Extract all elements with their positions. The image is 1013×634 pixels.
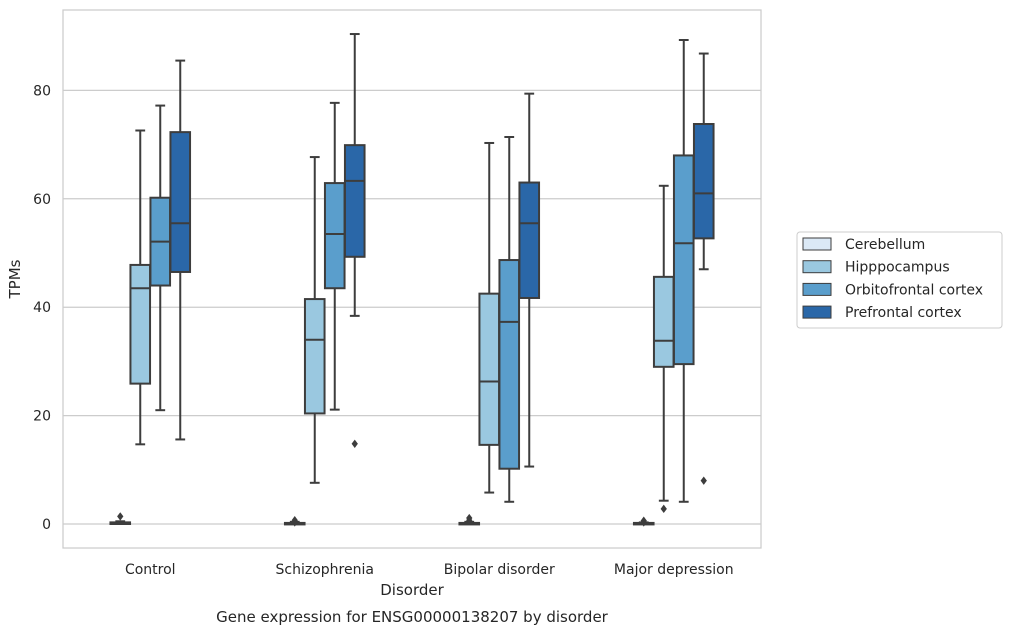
legend-frame <box>796 231 1003 329</box>
iqr-box <box>129 263 152 385</box>
legend-label: Prefrontal cortex <box>845 305 962 321</box>
legend-swatch <box>802 237 832 251</box>
box-prefrontal-cortex <box>692 52 715 485</box>
y-tick-label: 40 <box>33 300 51 316</box>
box-orbitofrontal-cortex <box>149 104 172 412</box>
iqr-box <box>343 144 366 258</box>
legend-swatch <box>802 260 832 274</box>
legend-label: Orbitofrontal cortex <box>845 282 983 298</box>
box-prefrontal-cortex <box>343 33 366 448</box>
outlier-point <box>291 518 298 527</box>
outlier-point <box>700 476 707 485</box>
box-orbitofrontal-cortex <box>498 136 521 503</box>
x-tick-labels: Control Schizophrenia Bipolar disorder Majo… <box>125 562 734 578</box>
legend-label: Hipppocampus <box>845 260 950 276</box>
y-axis-label: TPMs <box>6 259 24 299</box>
outlier-point <box>660 504 667 514</box>
x-tick-label: Control <box>125 562 176 578</box>
box-orbitofrontal-cortex <box>672 38 695 503</box>
box-prefrontal-cortex <box>169 59 192 441</box>
y-tick-label: 60 <box>33 192 51 208</box>
y-tick-label: 0 <box>42 517 51 533</box>
iqr-box <box>652 275 675 368</box>
iqr-box <box>518 181 541 299</box>
legend-label: Cerebellum <box>845 237 925 253</box>
y-tick-label: 20 <box>33 409 51 425</box>
x-tick-label: Major depression <box>614 562 734 578</box>
box-hipppocampus <box>478 141 501 494</box>
box-cerebellum <box>283 516 306 527</box>
iqr-box <box>692 123 715 240</box>
outlier-point <box>117 512 124 521</box>
iqr-box <box>478 292 501 446</box>
iqr-box <box>498 259 521 470</box>
box-cerebellum <box>109 512 132 526</box>
x-tick-label: Schizophrenia <box>276 562 374 578</box>
iqr-box <box>303 298 326 415</box>
x-tick-label: Bipolar disorder <box>444 562 555 578</box>
outlier-point <box>351 439 358 448</box>
box-hipppocampus <box>129 129 152 446</box>
outlier-point <box>640 518 647 527</box>
box-orbitofrontal-cortex <box>323 101 346 411</box>
legend-swatch <box>802 305 832 319</box>
box-cerebellum <box>632 516 655 527</box>
iqr-box <box>672 154 695 366</box>
legend-swatch <box>802 282 832 296</box>
y-tick-labels: 0 20 40 60 80 <box>33 83 51 533</box>
chart-title: Gene expression for ENSG00000138207 by d… <box>216 608 609 626</box>
legend: Cerebellum Hipppocampus Orbitofrontal cort… <box>796 231 1003 329</box>
iqr-box <box>323 182 346 290</box>
box-hipppocampus <box>303 156 326 484</box>
plot-area-frame <box>62 9 762 549</box>
box-hipppocampus <box>652 184 675 514</box>
outlier-point <box>466 516 473 525</box>
boxes <box>109 33 715 527</box>
x-axis-label: Disorder <box>380 581 444 599</box>
y-tick-label: 80 <box>33 83 51 99</box>
box-cerebellum <box>458 513 481 526</box>
box-prefrontal-cortex <box>518 92 541 468</box>
iqr-box <box>169 131 192 273</box>
